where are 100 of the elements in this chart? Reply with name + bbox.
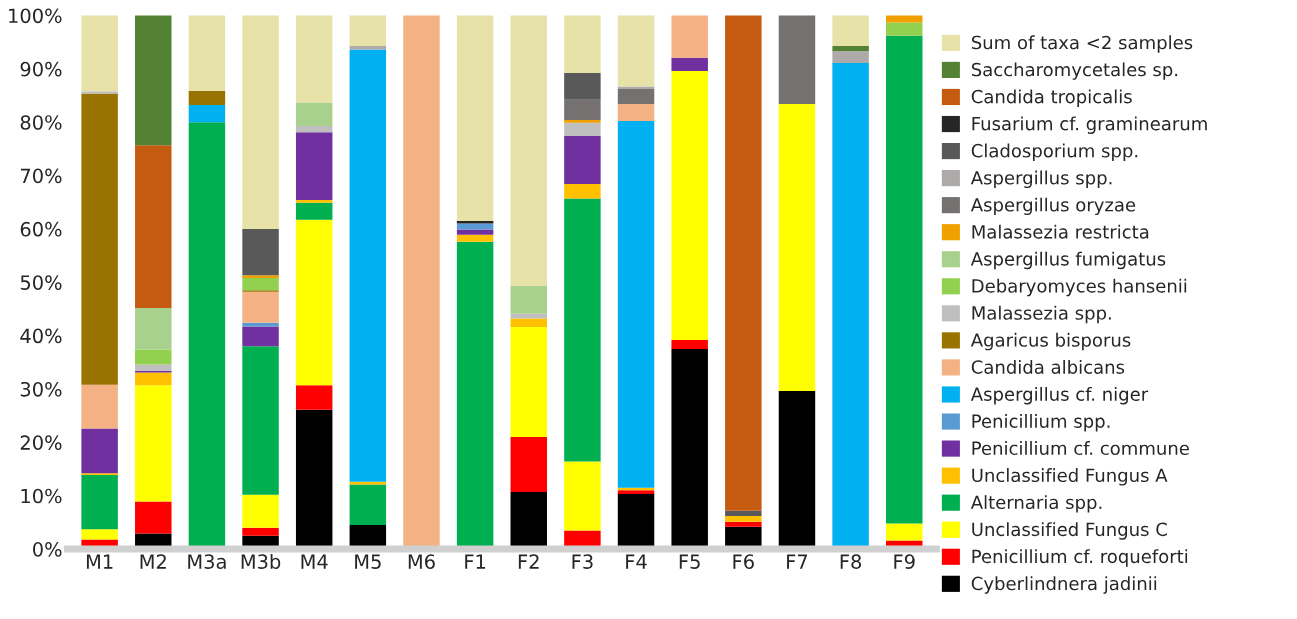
bar — [135, 349, 172, 365]
x-tick-label: F6 — [733, 554, 754, 569]
y-tick-label: 70% — [20, 168, 62, 184]
bar — [81, 474, 118, 530]
bar — [564, 120, 601, 123]
bar — [242, 527, 279, 536]
bar — [242, 278, 279, 291]
bar — [349, 49, 387, 482]
bar — [671, 339, 708, 349]
bar — [725, 15, 762, 511]
bar — [564, 184, 601, 199]
bar — [832, 15, 869, 46]
bar — [295, 125, 333, 133]
legend-label: Cyberlindnera jadinii — [971, 576, 1157, 594]
x-tick-label: M6 — [408, 554, 435, 569]
y-tick-label: 40% — [20, 328, 62, 344]
bar — [295, 132, 333, 201]
bar — [349, 45, 387, 50]
x-tick-label: F8 — [840, 554, 862, 569]
bar — [617, 490, 655, 495]
y-tick-label: 100% — [9, 8, 62, 24]
bar — [349, 484, 387, 526]
bar — [564, 461, 601, 531]
bar — [242, 346, 279, 495]
x-tick-label: F1 — [465, 554, 486, 569]
bar — [564, 198, 601, 462]
bar — [510, 286, 547, 314]
x-tick-label: F5 — [679, 554, 700, 569]
y-tick-label: 20% — [20, 435, 62, 450]
bar — [617, 89, 655, 105]
legend-label: Aspergillus fumigatus — [970, 251, 1166, 270]
legend-label: Unclassified Fungus C — [972, 522, 1167, 540]
bar — [81, 384, 118, 429]
legend-label: Agaricus bisporus — [970, 332, 1131, 351]
bar — [188, 15, 226, 91]
bar — [564, 73, 601, 100]
bar — [81, 428, 118, 474]
bar — [295, 15, 333, 103]
bar — [564, 136, 601, 185]
legend-label: Aspergillus cf. niger — [970, 386, 1149, 405]
bar — [295, 385, 333, 410]
bar — [135, 307, 172, 350]
y-tick-label: 30% — [20, 381, 62, 397]
bar — [135, 364, 172, 371]
bar — [617, 121, 655, 488]
bar — [725, 515, 762, 522]
x-tick-label: F9 — [894, 554, 915, 569]
bar — [510, 318, 547, 328]
bar — [832, 51, 869, 63]
bar — [242, 15, 279, 229]
legend-label: Alternaria spp. — [970, 495, 1102, 513]
bar — [617, 104, 655, 122]
bar — [564, 99, 601, 121]
bar — [135, 385, 172, 502]
bar — [242, 322, 279, 327]
x-tick-label: M5 — [355, 554, 381, 569]
legend-label: Sum of taxa <2 samples — [971, 35, 1193, 53]
legend-label: Penicillium cf. roqueforti — [972, 549, 1188, 567]
bar — [725, 510, 762, 516]
bar — [510, 327, 547, 437]
bar — [242, 326, 279, 347]
x-tick-label: F3 — [572, 554, 593, 569]
legend-label: Saccharomycetales sp. — [971, 62, 1178, 80]
bar — [510, 437, 547, 492]
bar — [295, 200, 333, 203]
bar — [349, 15, 387, 46]
bar — [295, 219, 333, 386]
bar — [135, 372, 172, 386]
bar — [671, 70, 708, 340]
bar — [242, 228, 279, 276]
legend-label: Fusarium cf. graminearum — [972, 116, 1207, 134]
legend-label: Candida tropicalis — [971, 89, 1132, 107]
bar — [778, 15, 816, 105]
bar — [617, 15, 655, 87]
x-tick-label: M4 — [301, 554, 328, 569]
x-tick-label: M1 — [86, 554, 113, 569]
legend-label: Penicillium cf. commune — [972, 441, 1189, 456]
legend-label: Debaryomyces hansenii — [972, 278, 1187, 297]
legend-label: Aspergillus spp. — [970, 170, 1112, 189]
legend-label: Unclassified Fungus A — [972, 468, 1168, 486]
bar — [456, 234, 494, 242]
x-tick-label: F4 — [626, 554, 647, 569]
bar — [510, 15, 547, 286]
bar — [564, 122, 601, 137]
bar — [188, 105, 226, 123]
bar — [295, 202, 333, 220]
bar — [456, 15, 494, 221]
bar — [617, 86, 655, 90]
bar — [886, 35, 923, 524]
bar — [188, 90, 226, 106]
legend-label: Malassezia restricta — [972, 224, 1149, 239]
x-tick-label: F7 — [787, 554, 808, 569]
legend-label: Cladosporium spp. — [971, 143, 1138, 162]
legend-label: Candida albicans — [971, 359, 1125, 374]
bar — [81, 91, 118, 94]
bar — [295, 102, 333, 126]
bar — [242, 275, 279, 278]
bar — [886, 22, 923, 36]
bar — [135, 501, 172, 534]
bar — [242, 291, 279, 323]
